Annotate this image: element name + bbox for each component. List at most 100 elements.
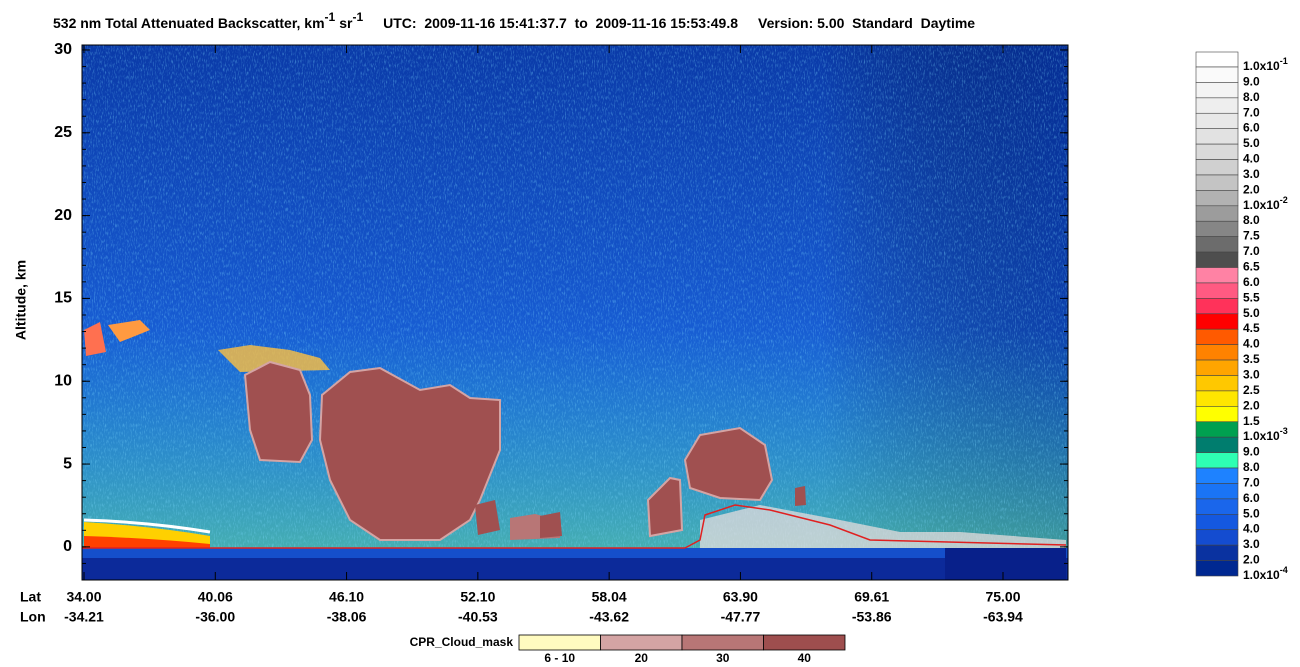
colorbar-label-text: 5.5 — [1243, 291, 1260, 305]
colorbar-label-text: 7.0 — [1243, 244, 1260, 258]
colorbar-swatch — [1195, 82, 1239, 99]
colorbar-swatch — [1195, 267, 1239, 284]
y-tick-label: 20 — [54, 207, 72, 224]
colorbar-swatch — [1195, 313, 1239, 330]
colorbar-label: 7.0 — [1243, 476, 1260, 490]
y-tick-label: 25 — [54, 124, 72, 141]
colorbar-label: 8.0 — [1243, 90, 1260, 104]
colorbar-swatch — [1195, 66, 1239, 83]
colorbar-label-text: 6.0 — [1243, 491, 1260, 505]
lon-tick-label: -63.94 — [983, 609, 1023, 625]
colorbar-swatch — [1195, 359, 1239, 376]
colorbar-label: 4.0 — [1243, 337, 1260, 351]
colorbar-swatch — [1195, 143, 1239, 160]
colorbar-swatch — [1195, 560, 1239, 577]
colorbar-label-text: 9.0 — [1243, 75, 1260, 89]
cloud-mask-label: 20 — [635, 651, 649, 665]
colorbar-swatch — [1195, 174, 1239, 191]
y-tick-label: 30 — [54, 41, 72, 58]
colorbar-swatch — [1195, 112, 1239, 129]
colorbar-label-text: 2.0 — [1243, 553, 1260, 567]
colorbar-swatch — [1195, 467, 1239, 484]
cloud-mask-swatch — [518, 634, 601, 651]
colorbar-label-text: 1.0x10 — [1243, 198, 1280, 212]
lat-tick-label: 69.61 — [854, 589, 889, 605]
colorbar-swatch — [1195, 190, 1239, 207]
colorbar-label: 4.0 — [1243, 152, 1260, 166]
colorbar-label: 6.0 — [1243, 491, 1260, 505]
cloud-mask-label: 40 — [798, 651, 812, 665]
colorbar-swatch — [1195, 51, 1239, 68]
cloud-mask-swatch — [763, 634, 846, 651]
colorbar-label-text: 1.0x10 — [1243, 59, 1280, 73]
colorbar-swatch — [1195, 421, 1239, 438]
colorbar-label-text: 4.5 — [1243, 321, 1260, 335]
colorbar-label: 1.0x10-1 — [1243, 56, 1288, 73]
colorbar-label-text: 3.0 — [1243, 537, 1260, 551]
lon-tick-label: -36.00 — [195, 609, 235, 625]
colorbar-label-text: 7.0 — [1243, 476, 1260, 490]
colorbar-label-text: 2.0 — [1243, 183, 1260, 197]
colorbar-label-text: 8.0 — [1243, 213, 1260, 227]
colorbar-label-text: 9.0 — [1243, 445, 1260, 459]
colorbar-label: 1.0x10-4 — [1243, 565, 1288, 582]
colorbar-label: 5.0 — [1243, 136, 1260, 150]
colorbar-swatch — [1195, 298, 1239, 315]
lat-tick-label: 40.06 — [198, 589, 233, 605]
colorbar-label-text: 3.0 — [1243, 167, 1260, 181]
colorbar-label-text: 6.5 — [1243, 260, 1260, 274]
colorbar-swatch — [1195, 205, 1239, 222]
colorbar-swatch — [1195, 159, 1239, 176]
y-tick-label: 10 — [54, 372, 72, 389]
colorbar-swatch — [1195, 282, 1239, 299]
title-utc: UTC: 2009-11-16 15:41:37.7 to 2009-11-16… — [383, 15, 738, 31]
lon-tick-label: -38.06 — [327, 609, 367, 625]
colorbar-swatch — [1195, 344, 1239, 361]
colorbar-swatch — [1195, 483, 1239, 500]
colorbar-swatch — [1195, 251, 1239, 268]
lat-label: Lat — [20, 589, 41, 605]
colorbar-label-text: 8.0 — [1243, 90, 1260, 104]
colorbar-swatch — [1195, 544, 1239, 561]
cloud-mask-title: CPR_Cloud_mask — [410, 635, 514, 649]
colorbar-label-text: 1.0x10 — [1243, 568, 1280, 582]
colorbar-label-text: 7.5 — [1243, 229, 1260, 243]
colorbar-label-exp: -2 — [1280, 195, 1288, 205]
colorbar-swatch — [1195, 406, 1239, 423]
colorbar-label-text: 2.5 — [1243, 383, 1260, 397]
cloud-mask-swatch — [600, 634, 683, 651]
colorbar-label-text: 1.5 — [1243, 414, 1260, 428]
lat-tick-label: 34.00 — [66, 589, 101, 605]
colorbar-label: 1.5 — [1243, 414, 1260, 428]
colorbar-label: 4.5 — [1243, 321, 1260, 335]
colorbar-label-text: 5.0 — [1243, 306, 1260, 320]
lat-tick-label: 46.10 — [329, 589, 364, 605]
lon-label: Lon — [20, 609, 46, 625]
colorbar-label: 9.0 — [1243, 445, 1260, 459]
chart-title: 532 nm Total Attenuated Backscatter, km-… — [53, 10, 975, 31]
lon-tick-label: -34.21 — [64, 609, 104, 625]
lat-tick-label: 52.10 — [460, 589, 495, 605]
colorbar-label: 7.0 — [1243, 105, 1260, 119]
curtain-image — [82, 45, 1068, 580]
colorbar-label: 3.0 — [1243, 167, 1260, 181]
lon-tick-label: -47.77 — [721, 609, 761, 625]
colorbar-label-text: 4.0 — [1243, 337, 1260, 351]
colorbar-label: 2.0 — [1243, 399, 1260, 413]
colorbar-label: 3.0 — [1243, 537, 1260, 551]
colorbar-label-exp: -1 — [1280, 56, 1288, 66]
colorbar-label-text: 4.0 — [1243, 522, 1260, 536]
colorbar-label: 4.0 — [1243, 522, 1260, 536]
colorbar-swatch — [1195, 514, 1239, 531]
colorbar-swatch — [1195, 498, 1239, 515]
title-main: 532 nm Total Attenuated Backscatter, km — [53, 15, 325, 31]
colorbar-swatch — [1195, 436, 1239, 453]
colorbar-label: 8.0 — [1243, 213, 1260, 227]
plot-frame — [81, 44, 1069, 581]
lat-tick-label: 75.00 — [985, 589, 1020, 605]
colorbar-swatch — [1195, 375, 1239, 392]
title-version: Version: 5.00 Standard Daytime — [758, 15, 975, 31]
cloud-mask-swatch — [681, 634, 764, 651]
